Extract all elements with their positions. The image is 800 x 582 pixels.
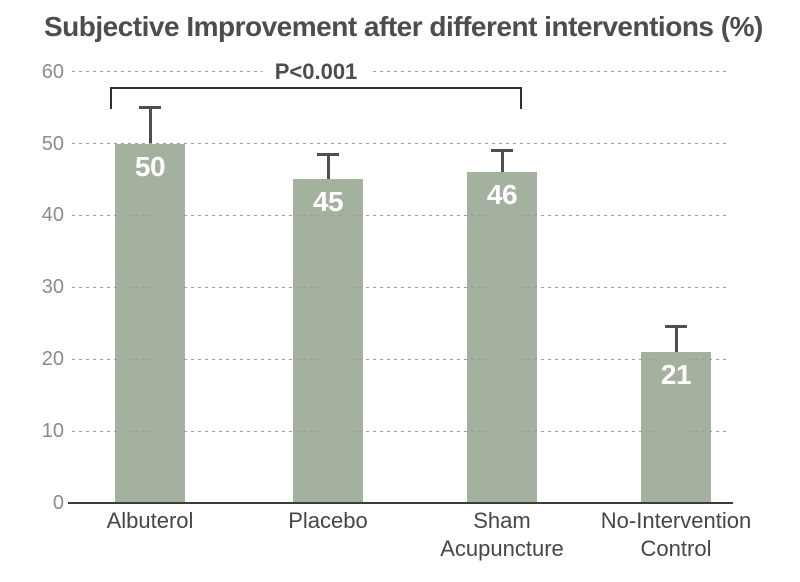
gridline-30: [72, 286, 728, 288]
bar-value-label-placebo: 45: [312, 186, 344, 218]
bar-value-label-sham-acupuncture: 46: [486, 179, 518, 211]
error-bar-cap-sham-acupuncture: [491, 149, 513, 153]
y-tick-label-40: 40: [41, 204, 64, 227]
significance-bracket-left-tick: [110, 87, 112, 109]
error-bar-cap-placebo: [317, 152, 339, 156]
y-tick-label-10: 10: [41, 420, 64, 443]
y-tick-label-30: 30: [41, 276, 64, 299]
gridline-40: [72, 214, 728, 216]
gridline-50: [72, 143, 728, 144]
bar-placebo: 45: [293, 179, 363, 503]
y-tick-label-20: 20: [41, 348, 64, 371]
gridline-20: [72, 358, 728, 360]
significance-bracket-right-tick: [520, 87, 522, 109]
significance-p-value-label: P<0.001: [262, 57, 370, 86]
error-bar-stem-no-intervention-control: [674, 326, 678, 352]
x-axis-label-sham-acupuncture: Sham Acupuncture: [440, 508, 564, 561]
bar-value-label-no-intervention-control: 21: [660, 359, 692, 390]
gridline-60: [72, 71, 728, 73]
bar-albuterol: 50: [115, 143, 185, 503]
gridline-10: [72, 430, 728, 432]
x-axis-line: [68, 502, 733, 504]
x-axis-label-no-intervention-control: No-Intervention Control: [600, 508, 752, 561]
y-tick-label-60: 60: [41, 60, 64, 83]
bar-sham-acupuncture: 46: [467, 172, 537, 503]
bar-value-label-albuterol: 50: [134, 150, 166, 182]
y-tick-label-50: 50: [41, 132, 64, 155]
error-bar-stem-sham-acupuncture: [500, 150, 504, 173]
x-axis-label-placebo: Placebo: [288, 508, 368, 533]
error-bar-stem-placebo: [326, 154, 330, 180]
y-tick-label-0: 0: [52, 492, 64, 514]
error-bar-cap-albuterol: [139, 106, 161, 110]
bar-no-intervention-control: 21: [641, 352, 711, 503]
chart-title: Subjective Improvement after different i…: [44, 11, 763, 42]
error-bar-stem-albuterol: [148, 107, 152, 144]
x-axis-label-albuterol: Albuterol: [106, 508, 194, 533]
error-bar-cap-no-intervention-control: [665, 325, 687, 329]
significance-bracket-line: [110, 87, 522, 89]
